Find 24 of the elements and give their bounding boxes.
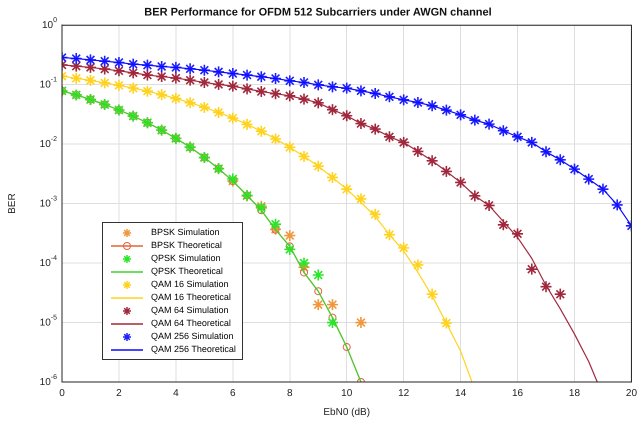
x-tick-label: 14: [455, 388, 467, 399]
legend-label: BPSK Theoretical: [151, 239, 222, 252]
y-axis-title: BER: [6, 193, 18, 214]
x-tick-label: 16: [512, 388, 524, 399]
legend-label: QAM 256 Theoretical: [151, 343, 236, 356]
x-tick-label: 6: [230, 388, 236, 399]
legend-label: QAM 64 Simulation: [151, 304, 229, 317]
x-tick-label: 20: [626, 388, 638, 399]
legend-label: QAM 16 Simulation: [151, 278, 229, 291]
legend-label: QPSK Simulation: [151, 252, 221, 265]
x-tick-label: 18: [568, 388, 580, 399]
x-tick-label: 2: [116, 388, 122, 399]
x-tick-label: 0: [59, 388, 66, 399]
x-tick-label: 4: [173, 388, 180, 399]
chart-title: BER Performance for OFDM 512 Subcarriers under AWGN channel: [144, 6, 492, 19]
legend-label: BPSK Simulation: [151, 226, 220, 239]
legend-label: QAM 16 Theoretical: [151, 291, 231, 304]
x-axis-title: EbN0 (dB): [323, 406, 370, 418]
legend-label: QAM 64 Theoretical: [151, 317, 231, 330]
x-tick-label: 8: [286, 388, 293, 399]
legend-label: QPSK Theoretical: [151, 265, 223, 278]
legend-label: QAM 256 Simulation: [151, 330, 234, 343]
x-tick-label: 12: [398, 388, 410, 399]
x-tick-label: 10: [341, 388, 353, 399]
